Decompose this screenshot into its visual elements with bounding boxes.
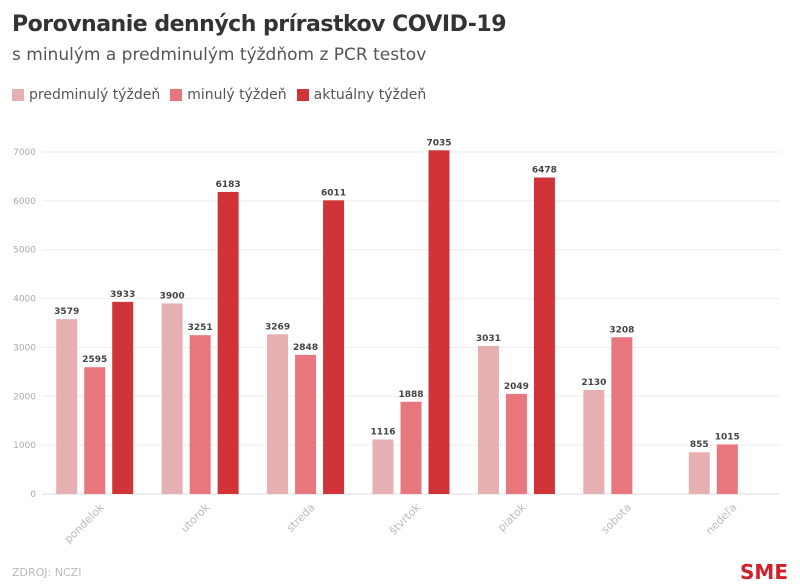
data-label: 6011 [321, 188, 346, 198]
bar [716, 444, 738, 494]
legend-label: aktuálny týždeň [313, 87, 427, 103]
source-note: ZDROJ: NCZI [12, 566, 82, 579]
data-label: 7035 [426, 138, 451, 148]
bar [295, 354, 317, 494]
bar [533, 177, 555, 495]
data-label: 2848 [293, 343, 318, 353]
bar [161, 303, 183, 494]
data-label: 1015 [715, 432, 740, 442]
legend-swatch [296, 89, 309, 101]
bar [400, 401, 422, 494]
x-tick-label: utorok [178, 500, 213, 535]
bar [477, 345, 499, 494]
data-label: 855 [690, 440, 709, 450]
sme-logo: SME [740, 560, 788, 584]
data-label: 3208 [609, 325, 634, 335]
y-tick-label: 5000 [13, 246, 36, 256]
y-tick-label: 7000 [13, 148, 36, 158]
legend-item: predminulý týždeň [12, 87, 160, 103]
bar [428, 150, 450, 495]
data-label: 3900 [160, 291, 185, 301]
legend-item: minulý týždeň [170, 87, 287, 103]
bar [372, 439, 394, 494]
data-label: 2049 [504, 382, 529, 392]
data-label: 6478 [532, 166, 557, 176]
bar [323, 200, 345, 495]
bar [217, 191, 239, 494]
legend: predminulý týždeň minulý týždeň aktuálny… [12, 87, 426, 103]
y-tick-label: 6000 [13, 197, 36, 207]
y-tick-label: 3000 [13, 343, 36, 353]
bar [112, 301, 134, 494]
data-label: 3269 [265, 322, 290, 332]
bar [189, 335, 211, 494]
bar [583, 389, 605, 494]
chart-title: Porovnanie denných prírastkov COVID-19 [12, 12, 507, 37]
bar [267, 334, 289, 494]
y-tick-label: 0 [30, 490, 36, 500]
legend-item: aktuálny týždeň [296, 87, 427, 103]
x-tick-label: pondelok [62, 500, 107, 545]
data-label: 2130 [581, 378, 606, 388]
bar [611, 337, 633, 494]
legend-label: minulý týždeň [187, 87, 287, 103]
data-label: 2595 [82, 355, 107, 365]
data-label: 1888 [398, 390, 423, 400]
legend-swatch [12, 89, 24, 101]
x-tick-label: štvrtok [387, 500, 424, 537]
bar [505, 393, 527, 494]
x-tick-label: sobota [598, 501, 634, 537]
bar [56, 319, 78, 494]
x-tick-label: streda [284, 501, 318, 535]
data-label: 3031 [476, 334, 501, 344]
data-label: 1116 [370, 427, 395, 437]
legend-swatch [170, 89, 183, 101]
x-tick-label: nedeľa [703, 501, 739, 537]
bar [688, 452, 710, 494]
legend-label: predminulý týždeň [29, 87, 161, 103]
y-tick-label: 1000 [13, 441, 36, 451]
x-tick-label: piatok [495, 500, 529, 534]
y-tick-label: 4000 [13, 295, 36, 305]
bar [84, 367, 106, 494]
data-label: 3579 [54, 307, 79, 317]
data-label: 3251 [188, 323, 213, 333]
chart-subtitle: s minulým a predminulým týždňom z PCR te… [12, 45, 427, 65]
y-tick-label: 2000 [13, 392, 36, 402]
data-label: 6183 [216, 180, 241, 190]
data-label: 3933 [110, 290, 135, 300]
